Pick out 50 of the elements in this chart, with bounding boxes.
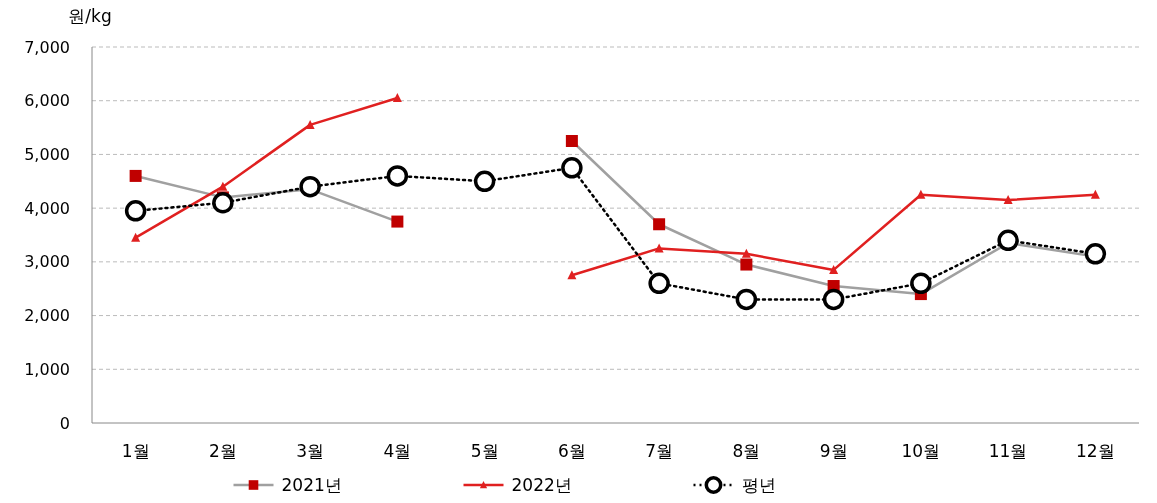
point [916,189,926,199]
y-tick-label: 1,000 [24,359,70,379]
legend-label: 2021년 [281,475,342,495]
x-tick-label: 6월 [557,441,586,461]
point [1084,243,1107,265]
point [822,288,845,311]
point [305,119,315,129]
y-axis-title: 원/kg [68,6,112,26]
point [392,93,402,103]
point [741,248,751,258]
x-tick-label: 2월 [208,441,237,461]
y-tick-label: 5,000 [24,145,70,165]
point [299,175,321,198]
y-tick-label: 2,000 [24,306,70,326]
y-tick-label: 0 [59,413,70,433]
y-tick-label: 7,000 [24,37,70,57]
x-tick-label: 10월 [901,441,941,461]
point [997,229,1019,252]
legend-label: 2022년 [511,475,572,495]
point [473,170,496,193]
x-tick-label: 9월 [819,441,848,461]
point [1003,195,1013,205]
x-tick-label: 3월 [296,441,325,461]
point [212,192,234,214]
point [561,157,583,179]
point [910,272,932,295]
point [740,258,753,271]
y-tick-label: 3,000 [24,252,70,272]
point [131,232,141,242]
point [1090,189,1100,199]
x-tick-label: 12월 [1076,441,1115,461]
point [391,215,404,228]
x-tick-label: 7월 [645,441,674,461]
point [648,272,670,295]
point [653,218,666,231]
point [829,264,839,274]
y-tick-label: 6,000 [24,91,70,111]
x-tick-label: 5월 [470,441,499,461]
y-tick-label: 4,000 [24,198,70,218]
point [129,169,142,182]
point [218,181,228,191]
x-tick-label: 11월 [988,441,1028,461]
point [386,165,409,187]
x-tick-label: 4월 [383,441,412,461]
legend-label: 평년 [741,475,776,495]
x-tick-label: 1월 [121,441,150,461]
point [735,288,758,311]
point [565,135,578,147]
point [124,200,147,222]
x-tick-label: 8월 [732,441,761,461]
